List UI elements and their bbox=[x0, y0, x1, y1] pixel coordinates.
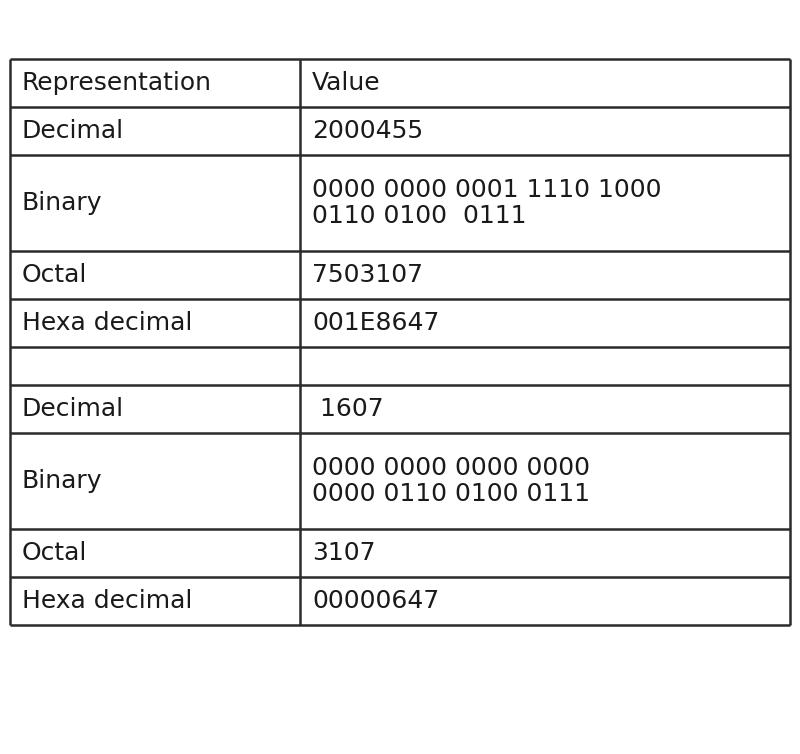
Text: 1607: 1607 bbox=[312, 397, 384, 421]
Text: Hexa decimal: Hexa decimal bbox=[22, 311, 192, 335]
Text: 2000455: 2000455 bbox=[312, 119, 423, 143]
Text: 0000 0000 0001 1110 1000: 0000 0000 0001 1110 1000 bbox=[312, 178, 662, 202]
Text: 0000 0110 0100 0111: 0000 0110 0100 0111 bbox=[312, 482, 590, 506]
Text: Value: Value bbox=[312, 71, 381, 95]
Text: 00000647: 00000647 bbox=[312, 589, 439, 613]
Text: Octal: Octal bbox=[22, 541, 87, 565]
Text: 0110 0100  0111: 0110 0100 0111 bbox=[312, 204, 526, 228]
Text: 001E8647: 001E8647 bbox=[312, 311, 439, 335]
Text: Decimal: Decimal bbox=[22, 397, 124, 421]
Text: 7503107: 7503107 bbox=[312, 263, 423, 287]
Text: Binary: Binary bbox=[22, 191, 102, 215]
Text: Hexa decimal: Hexa decimal bbox=[22, 589, 192, 613]
Text: Octal: Octal bbox=[22, 263, 87, 287]
Text: Binary: Binary bbox=[22, 469, 102, 493]
Text: Decimal: Decimal bbox=[22, 119, 124, 143]
Text: 3107: 3107 bbox=[312, 541, 375, 565]
Text: Representation: Representation bbox=[22, 71, 212, 95]
Text: 0000 0000 0000 0000: 0000 0000 0000 0000 bbox=[312, 456, 590, 480]
